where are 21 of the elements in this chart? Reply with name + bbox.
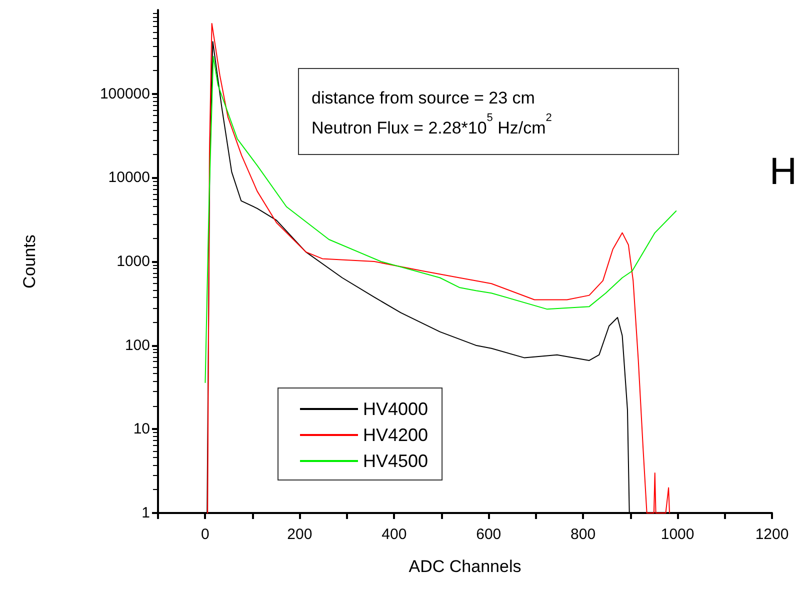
legend-label: HV4000 [363, 399, 428, 419]
y-tick-label: 100 [124, 336, 150, 354]
x-tick-label: 400 [382, 526, 407, 543]
annotation: distance from source = 23 cm [312, 88, 535, 108]
legend-label: HV4500 [363, 451, 428, 471]
legend-label: HV4200 [363, 425, 428, 445]
x-tick-label: 1000 [660, 526, 694, 543]
annotation: H [770, 151, 798, 193]
x-tick-label: 1200 [755, 526, 789, 543]
x-tick-label: 0 [201, 526, 210, 543]
line-series [204, 56, 677, 384]
y-tick-label: 1 [142, 504, 150, 522]
y-axis-title: Counts [20, 234, 39, 288]
y-tick-label: 100000 [100, 85, 150, 102]
x-tick-label: 800 [570, 526, 596, 543]
y-tick-label: 10000 [108, 169, 150, 186]
x-axis-title: ADC Channels [408, 557, 522, 576]
y-tick-label: 1000 [116, 253, 150, 270]
x-tick-label: 200 [287, 526, 312, 543]
x-tick-label: 600 [476, 526, 502, 543]
y-tick-label: 10 [133, 420, 150, 438]
